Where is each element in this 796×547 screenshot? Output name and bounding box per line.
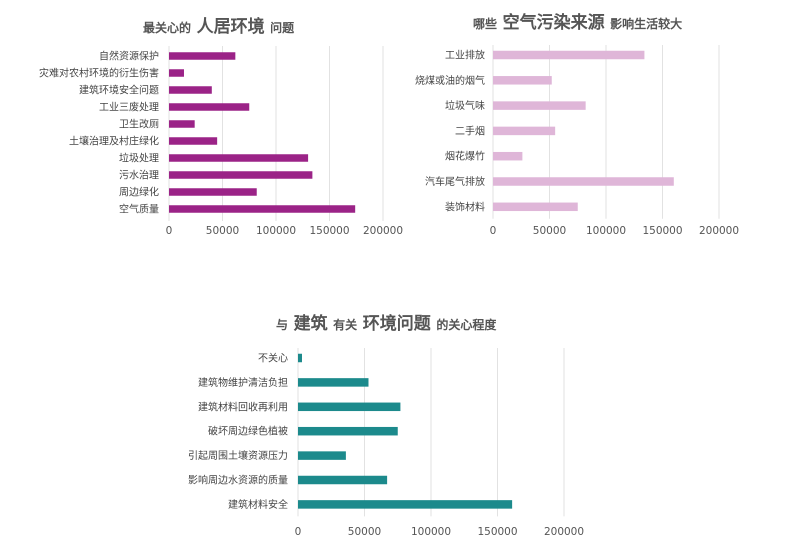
chart3-title-post: 的关心程度 (436, 318, 497, 332)
chart3-bar (298, 475, 388, 485)
chart2-bar (493, 177, 674, 186)
chart1-bar (169, 120, 195, 128)
chart3-category-label: 影响周边水资源的质量 (188, 474, 288, 487)
chart2-category-label: 汽车尾气排放 (425, 175, 485, 188)
chart2-x-tick-label: 200000 (699, 225, 739, 237)
chart1-bar (169, 171, 313, 179)
chart3-x-tick-label: 200000 (544, 526, 584, 538)
chart3-bar (298, 353, 302, 363)
chart1-category-label: 空气质量 (119, 203, 159, 216)
chart2-bar (493, 101, 586, 110)
chart1-title-emph: 人居环境 (196, 17, 265, 37)
chart2-title-emph: 空气污染来源 (502, 13, 605, 33)
chart1-bar (169, 154, 309, 162)
chart1-title: 最关心的 人居环境 问题 (143, 12, 294, 37)
chart1-x-tick-label: 150000 (309, 225, 349, 237)
chart1-category-label: 周边绿化 (119, 186, 159, 199)
chart2-category-label: 二手烟 (455, 124, 485, 137)
chart1-bar (169, 188, 257, 196)
chart1-category-label: 灾难对农村环境的衍生伤害 (39, 67, 159, 80)
chart3-category-label: 引起周围土壤资源压力 (188, 449, 288, 462)
chart2-category-label: 工业排放 (445, 49, 485, 62)
chart1-category-label: 卫生改厕 (119, 118, 159, 131)
chart1-category-label: 污水治理 (119, 169, 159, 182)
chart3-category-label: 建筑材料安全 (228, 498, 288, 511)
chart2-bar (493, 151, 523, 161)
chart1-x-tick-label: 200000 (363, 225, 403, 237)
chart3-bar (298, 426, 398, 436)
chart3-category-label: 建筑材料回收再利用 (198, 400, 288, 413)
chart2-title: 哪些 空气污染来源 影响生活较大 (473, 8, 682, 33)
chart1-title-pre: 最关心的 (143, 21, 192, 35)
chart1-category-label: 土壤治理及村庄绿化 (69, 135, 159, 148)
chart3-x-tick-label: 50000 (348, 526, 381, 538)
chart2-category-label: 垃圾气味 (445, 99, 485, 112)
chart3-category-label: 破坏周边绿色植被 (208, 425, 288, 438)
chart3-x-tick-label: 100000 (411, 526, 451, 538)
chart1-bar (169, 86, 212, 94)
chart2-x-tick-label: 0 (490, 225, 497, 237)
chart1-category-label: 自然资源保护 (99, 50, 159, 63)
chart3-category-label: 不关心 (258, 352, 288, 365)
chart1-title-post: 问题 (270, 21, 295, 35)
chart3-title-mid: 有关 (333, 318, 358, 332)
chart1-category-label: 工业三废处理 (99, 101, 159, 114)
chart3-x-tick-label: 0 (295, 526, 302, 538)
chart3-title-emph1: 建筑 (293, 314, 328, 334)
chart3-bar (298, 378, 369, 387)
chart2-bar (493, 50, 645, 60)
chart2-x-tick-label: 150000 (642, 225, 682, 237)
chart3-bar (298, 402, 401, 412)
chart1-category-label: 垃圾处理 (119, 152, 159, 165)
chart3-category-label: 建筑物维护清洁负担 (198, 376, 288, 389)
chart2-title-pre: 哪些 (473, 17, 498, 31)
chart2-title-post: 影响生活较大 (610, 17, 683, 31)
chart1-bar (169, 205, 356, 213)
chart1-x-tick-label: 0 (166, 225, 173, 237)
chart2-bar (493, 76, 552, 85)
chart1-x-tick-label: 50000 (206, 225, 239, 237)
chart1-bar (169, 69, 184, 77)
chart3-title-pre: 与 (276, 318, 289, 332)
chart2-category-label: 装饰材料 (445, 200, 485, 213)
chart3-title: 与 建筑 有关 环境问题 的关心程度 (276, 309, 496, 334)
chart1-bar (169, 137, 218, 145)
chart2-bar (493, 202, 578, 212)
chart2-category-label: 烟花爆竹 (445, 150, 485, 163)
chart2-x-tick-label: 50000 (533, 225, 566, 237)
chart3-title-emph2: 环境问题 (362, 314, 431, 334)
chart1-bar (169, 52, 236, 60)
chart3-bar (298, 500, 513, 509)
chart1-category-label: 建筑环境安全问题 (79, 84, 159, 97)
chart2-x-tick-label: 100000 (586, 225, 626, 237)
chart1-x-tick-label: 100000 (256, 225, 296, 237)
chart3-bar (298, 451, 346, 460)
chart3-x-tick-label: 150000 (477, 526, 517, 538)
chart2-bar (493, 126, 556, 136)
chart2-category-label: 烧煤或油的烟气 (415, 74, 485, 87)
chart1-bar (169, 103, 250, 111)
